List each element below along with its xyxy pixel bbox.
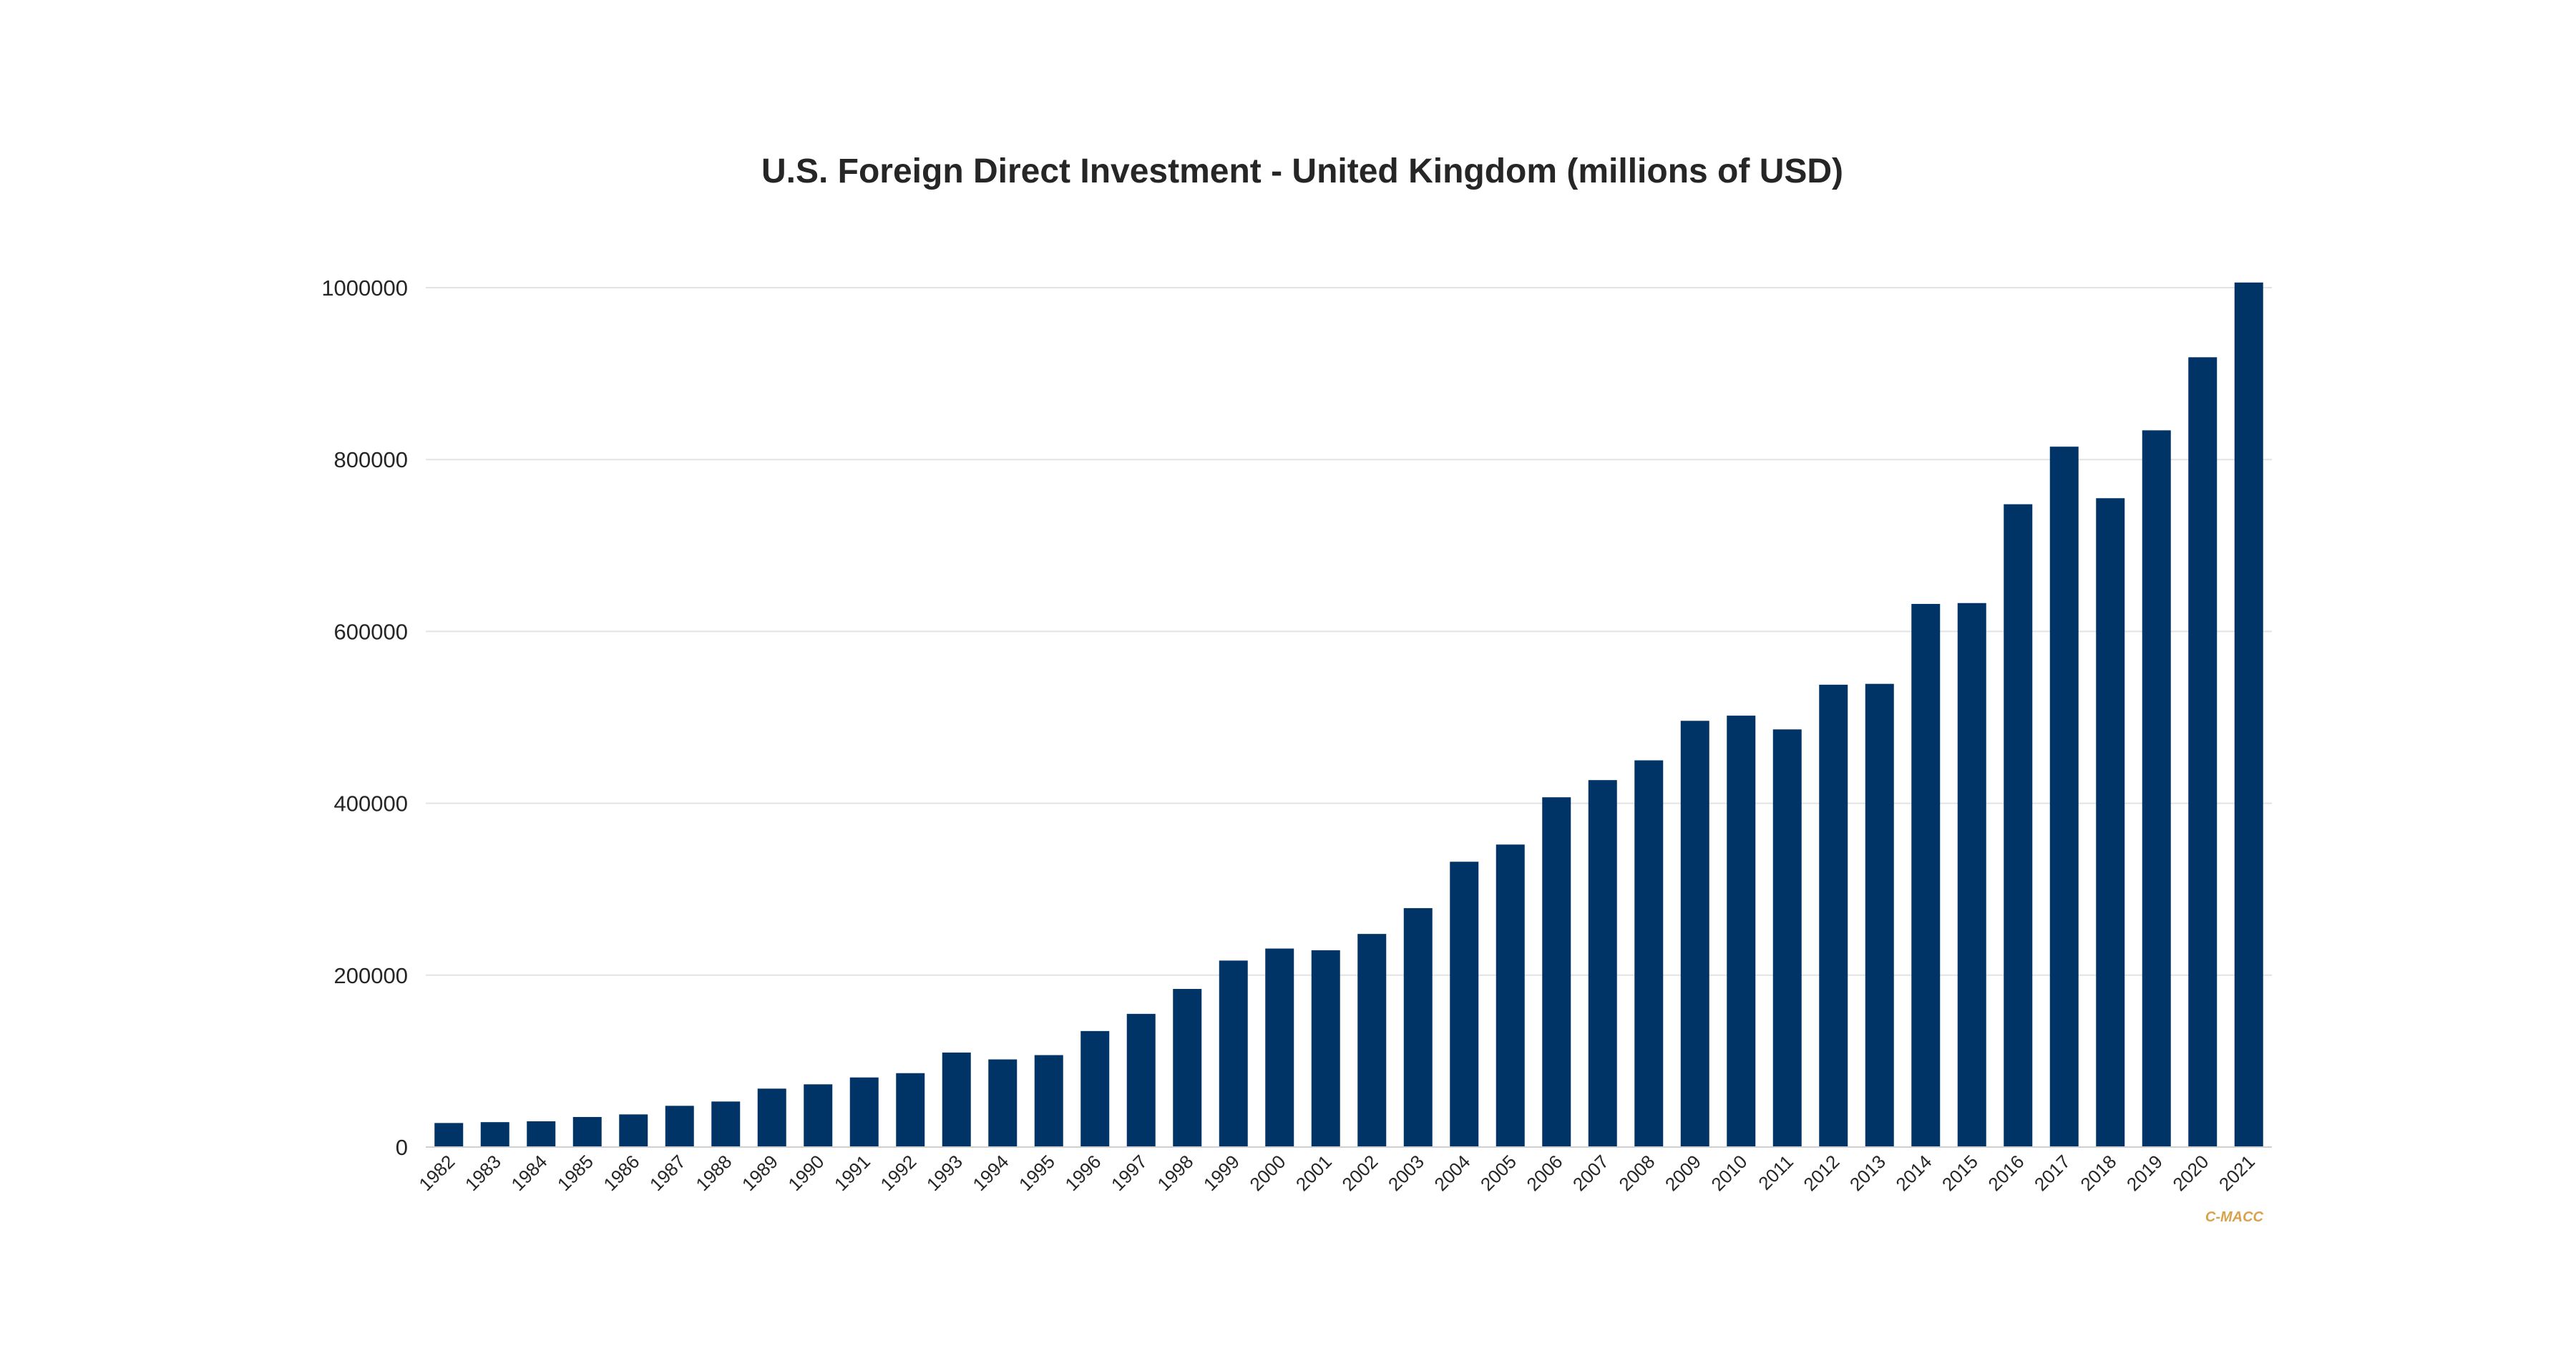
bar-2008 [1634, 760, 1664, 1147]
bar-2013 [1865, 683, 1894, 1147]
bars [434, 282, 2263, 1148]
x-tick-label: 1982 [414, 1151, 459, 1195]
x-tick-label: 2008 [1614, 1151, 1659, 1195]
bar-2002 [1357, 934, 1387, 1147]
x-tick-label: 2001 [1292, 1151, 1336, 1195]
bar-2017 [2049, 447, 2079, 1147]
bar-2009 [1680, 721, 1709, 1147]
bar-1985 [572, 1116, 602, 1147]
bar-2010 [1727, 716, 1756, 1147]
x-tick-label: 2011 [1754, 1151, 1797, 1194]
x-tick-label: 1989 [738, 1151, 782, 1195]
bar-2006 [1542, 797, 1571, 1147]
bar-2021 [2234, 282, 2263, 1148]
x-tick-label: 1993 [922, 1151, 967, 1195]
bar-2020 [2188, 357, 2218, 1147]
x-tick-label: 2000 [1245, 1151, 1289, 1195]
bar-2016 [2004, 504, 2033, 1147]
bar-2003 [1403, 908, 1433, 1147]
x-tick-label: 1997 [1107, 1151, 1151, 1195]
bar-2004 [1450, 862, 1479, 1147]
x-axis-tick-labels: 1982 1983 1984 1985 1986 1987 1988 1989 1990 1991… [414, 1151, 2259, 1195]
bar-1991 [849, 1077, 879, 1147]
gridlines [426, 287, 2272, 976]
x-tick-label: 1995 [1015, 1151, 1059, 1195]
bar-2019 [2142, 430, 2171, 1147]
x-tick-label: 1994 [968, 1151, 1013, 1195]
x-tick-label: 1988 [691, 1151, 736, 1195]
x-tick-label: 2004 [1430, 1151, 1474, 1195]
y-tick-label: 600000 [334, 619, 408, 644]
x-tick-label: 2016 [1984, 1151, 2028, 1195]
x-tick-label: 2002 [1337, 1151, 1382, 1195]
x-tick-label: 1984 [507, 1151, 551, 1195]
x-tick-label: 2005 [1476, 1151, 1521, 1195]
bar-1995 [1034, 1055, 1063, 1147]
x-tick-label: 2019 [2122, 1151, 2167, 1195]
x-tick-label: 2012 [1799, 1151, 1843, 1195]
x-tick-label: 2010 [1707, 1151, 1751, 1195]
bar-1986 [619, 1114, 648, 1147]
x-tick-label: 2015 [1938, 1151, 1982, 1195]
bar-1998 [1173, 989, 1202, 1147]
bar-1996 [1080, 1030, 1110, 1147]
y-tick-label: 400000 [334, 791, 408, 816]
bar-1992 [896, 1073, 925, 1147]
x-tick-label: 1999 [1199, 1151, 1244, 1195]
x-tick-label: 1990 [784, 1151, 828, 1195]
x-tick-label: 1987 [645, 1151, 690, 1195]
bar-1983 [480, 1122, 509, 1147]
x-tick-label: 2003 [1384, 1151, 1428, 1195]
bar-2014 [1911, 603, 1941, 1147]
bar-1982 [434, 1123, 464, 1147]
bar-1989 [757, 1088, 786, 1147]
bar-1987 [665, 1106, 694, 1147]
bar-2015 [1957, 603, 1986, 1147]
x-tick-label: 1991 [830, 1151, 874, 1195]
x-tick-label: 1986 [599, 1151, 643, 1195]
x-tick-label: 1983 [461, 1151, 505, 1195]
bar-2011 [1772, 729, 1802, 1147]
bar-2007 [1588, 780, 1617, 1147]
watermark-logo: C-MACC [2205, 1209, 2264, 1225]
bar-1999 [1219, 960, 1248, 1147]
y-tick-label: 1000000 [321, 275, 408, 301]
x-tick-label: 2020 [2168, 1151, 2212, 1195]
y-tick-label: 800000 [334, 447, 408, 472]
bar-2018 [2096, 498, 2125, 1147]
bar-1993 [942, 1052, 971, 1147]
x-tick-label: 2007 [1568, 1151, 1613, 1195]
bar-2000 [1265, 948, 1294, 1147]
bar-2012 [1819, 684, 1848, 1147]
bar-1988 [711, 1101, 741, 1147]
x-tick-label: 2018 [2076, 1151, 2120, 1195]
x-tick-label: 2017 [2030, 1151, 2074, 1195]
x-tick-label: 2009 [1661, 1151, 1705, 1195]
x-tick-label: 2013 [1845, 1151, 1890, 1195]
bar-1984 [527, 1121, 556, 1147]
x-tick-label: 1985 [553, 1151, 597, 1195]
x-tick-label: 2021 [2215, 1151, 2259, 1195]
y-tick-label: 0 [396, 1135, 408, 1160]
x-tick-label: 2014 [1891, 1151, 1936, 1195]
bar-1997 [1126, 1013, 1156, 1147]
chart-title: U.S. Foreign Direct Investment - United … [761, 152, 1843, 190]
x-tick-label: 1992 [876, 1151, 920, 1195]
bar-1990 [804, 1084, 833, 1147]
y-tick-label: 200000 [334, 963, 408, 988]
bar-2001 [1311, 950, 1340, 1147]
bar-2005 [1496, 844, 1525, 1147]
x-tick-label: 1998 [1153, 1151, 1197, 1195]
bar-1994 [988, 1059, 1018, 1147]
x-tick-label: 2006 [1522, 1151, 1566, 1195]
x-tick-label: 1996 [1060, 1151, 1105, 1195]
y-axis-tick-labels: 0 200000 400000 600000 800000 1000000 [321, 275, 408, 1160]
